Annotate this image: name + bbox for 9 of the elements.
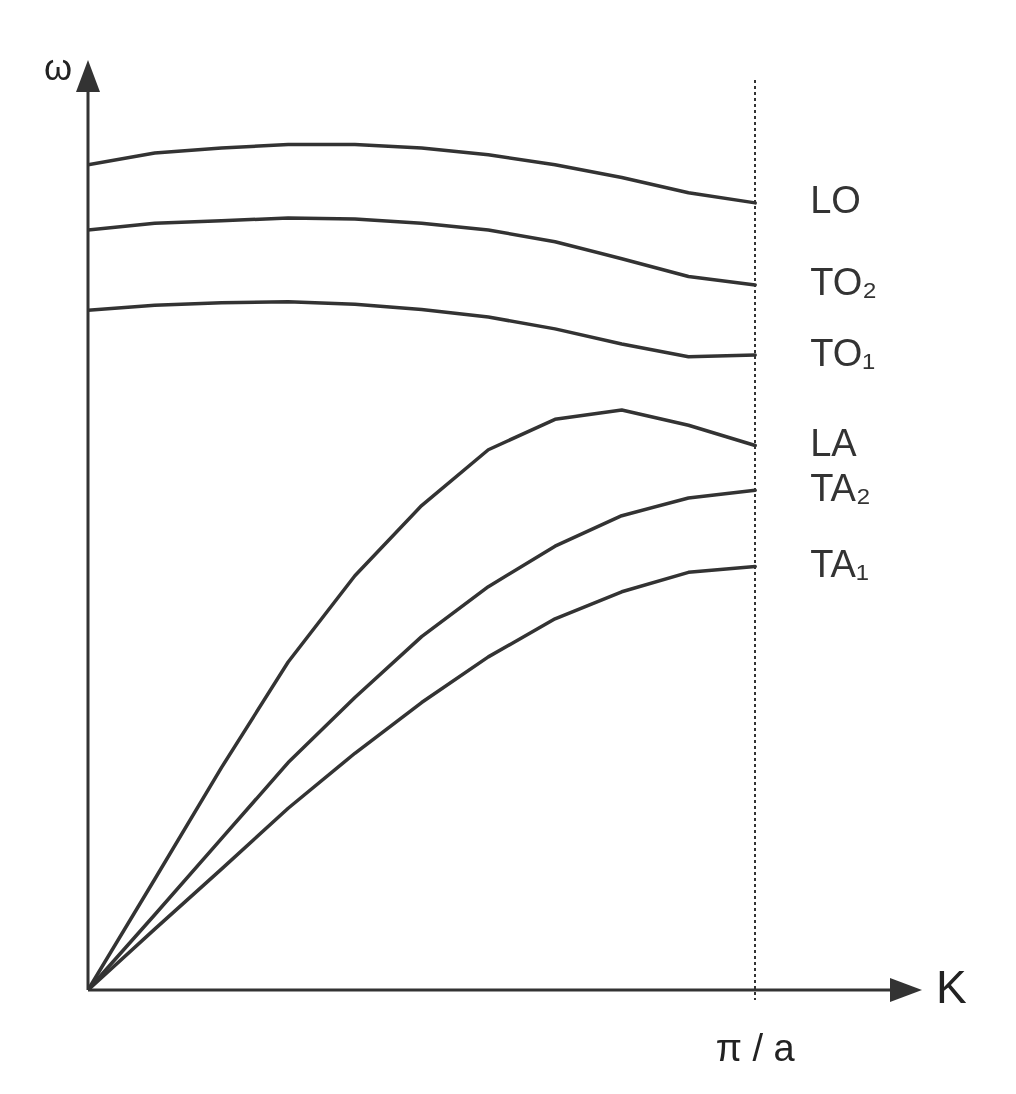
series-label: LO xyxy=(810,179,861,222)
series-label: TO₁ xyxy=(810,331,876,374)
series-label: LA xyxy=(810,422,858,465)
text: π / a xyxy=(715,1027,796,1070)
series-label: TA₂ xyxy=(810,466,871,509)
series-label: TO₂ xyxy=(810,261,878,304)
x-axis-title: K xyxy=(936,960,967,1013)
series-label: TA₁ xyxy=(810,542,869,585)
y-axis-title: ω xyxy=(43,46,72,88)
